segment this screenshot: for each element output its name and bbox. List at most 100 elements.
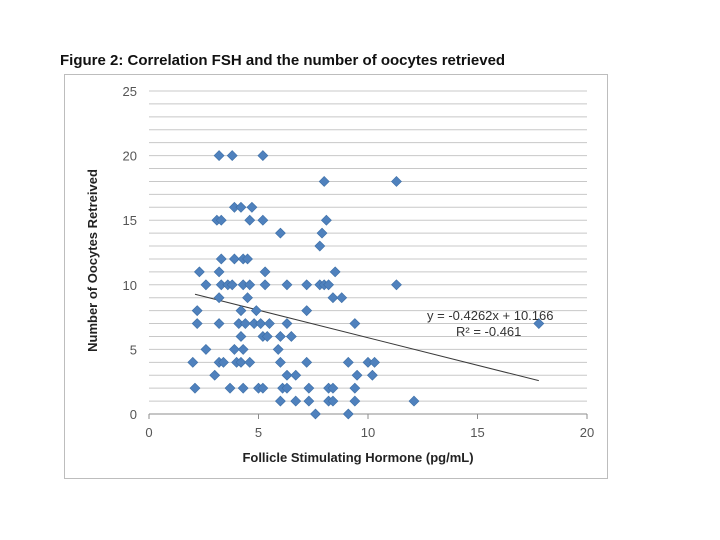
data-point bbox=[213, 292, 225, 304]
data-point bbox=[193, 266, 205, 278]
y-tick-label: 10 bbox=[123, 278, 137, 293]
x-tick-label: 10 bbox=[361, 425, 375, 440]
data-point bbox=[391, 176, 402, 187]
data-points bbox=[187, 150, 545, 420]
trendline-group bbox=[194, 293, 539, 382]
data-point bbox=[366, 369, 378, 381]
data-point bbox=[391, 279, 402, 291]
data-point bbox=[213, 318, 225, 329]
data-point bbox=[237, 382, 249, 394]
data-point bbox=[369, 356, 380, 368]
x-tick-label: 20 bbox=[580, 425, 594, 440]
data-point bbox=[349, 395, 361, 407]
scatter-chart: 0 5 10 15 20 25 0 5 10 15 20 Follicle Stimulating … bbox=[85, 84, 595, 465]
x-axis-title: Follicle Stimulating Hormone (pg/mL) bbox=[242, 450, 473, 465]
data-point bbox=[213, 266, 225, 278]
data-point bbox=[215, 253, 227, 265]
data-point bbox=[290, 395, 302, 407]
data-point bbox=[235, 356, 247, 368]
data-point bbox=[200, 279, 212, 291]
data-point bbox=[281, 318, 293, 329]
labels: Follicle Stimulating Hormone (pg/mL) Num… bbox=[85, 169, 553, 465]
data-point bbox=[228, 343, 240, 355]
data-point bbox=[244, 356, 256, 368]
data-point bbox=[272, 343, 284, 355]
data-point bbox=[327, 382, 339, 394]
y-tick-label: 5 bbox=[130, 342, 137, 357]
data-point bbox=[290, 369, 302, 381]
y-tick-label: 0 bbox=[130, 407, 137, 422]
r-squared-label: R² = -0.461 bbox=[456, 324, 521, 339]
data-point bbox=[242, 253, 253, 265]
data-point bbox=[226, 279, 238, 291]
y-tick-label: 25 bbox=[123, 84, 137, 99]
data-point bbox=[250, 305, 262, 317]
data-point bbox=[246, 201, 258, 213]
data-point bbox=[318, 176, 330, 187]
y-axis-title: Number of Oocytes Retreived bbox=[85, 169, 100, 352]
data-point bbox=[257, 150, 269, 162]
chart-frame: 0 5 10 15 20 25 0 5 10 15 20 Follicle Stimulating … bbox=[64, 74, 608, 479]
y-tick-label: 20 bbox=[123, 149, 137, 164]
y-tick-label: 15 bbox=[123, 213, 137, 228]
data-point bbox=[239, 318, 251, 329]
data-point bbox=[228, 253, 240, 265]
data-point bbox=[281, 369, 293, 381]
data-point bbox=[327, 292, 339, 304]
data-point bbox=[349, 382, 361, 394]
trendline-equation: y = -0.4262x + 10.166 bbox=[427, 308, 553, 323]
data-point bbox=[301, 305, 313, 317]
data-point bbox=[316, 227, 328, 239]
data-point bbox=[323, 279, 335, 291]
data-point bbox=[329, 266, 341, 278]
data-point bbox=[226, 150, 238, 162]
figure-caption: Figure 2: Correlation FSH and the number… bbox=[60, 52, 506, 69]
data-point bbox=[257, 214, 269, 226]
data-point bbox=[187, 356, 199, 368]
data-point bbox=[303, 395, 315, 407]
data-point bbox=[281, 279, 293, 291]
data-point bbox=[264, 318, 275, 329]
data-point bbox=[274, 395, 286, 407]
data-point bbox=[285, 331, 297, 342]
data-point bbox=[215, 214, 227, 226]
data-point bbox=[237, 343, 249, 355]
data-point bbox=[261, 331, 273, 342]
data-point bbox=[533, 318, 545, 329]
axes: 0 5 10 15 20 25 0 5 10 15 20 bbox=[123, 84, 595, 440]
data-point bbox=[408, 395, 420, 407]
data-point bbox=[310, 408, 321, 420]
data-point bbox=[244, 279, 256, 291]
x-tick-label: 15 bbox=[470, 425, 484, 440]
data-point bbox=[342, 356, 354, 368]
data-point bbox=[274, 227, 286, 239]
data-point bbox=[259, 279, 271, 291]
data-point bbox=[235, 331, 247, 342]
data-point bbox=[209, 369, 221, 381]
data-point bbox=[244, 214, 256, 226]
data-point bbox=[351, 369, 363, 381]
data-point bbox=[274, 331, 286, 342]
data-point bbox=[349, 318, 361, 329]
data-point bbox=[257, 382, 269, 394]
data-point bbox=[213, 150, 225, 162]
data-point bbox=[224, 382, 236, 394]
data-point bbox=[274, 356, 286, 368]
data-point bbox=[342, 408, 354, 420]
data-point bbox=[235, 201, 247, 213]
data-point bbox=[189, 382, 201, 394]
data-point bbox=[336, 292, 348, 304]
data-point bbox=[255, 318, 267, 329]
data-point bbox=[327, 395, 339, 407]
data-point bbox=[242, 292, 253, 304]
data-point bbox=[218, 356, 229, 368]
data-point bbox=[301, 356, 313, 368]
data-point bbox=[259, 266, 271, 278]
data-point bbox=[281, 382, 293, 394]
data-point bbox=[191, 305, 203, 317]
data-point bbox=[200, 343, 212, 355]
x-tick-label: 5 bbox=[255, 425, 262, 440]
data-point bbox=[320, 214, 332, 226]
data-point bbox=[303, 382, 315, 394]
trendline bbox=[194, 293, 539, 382]
